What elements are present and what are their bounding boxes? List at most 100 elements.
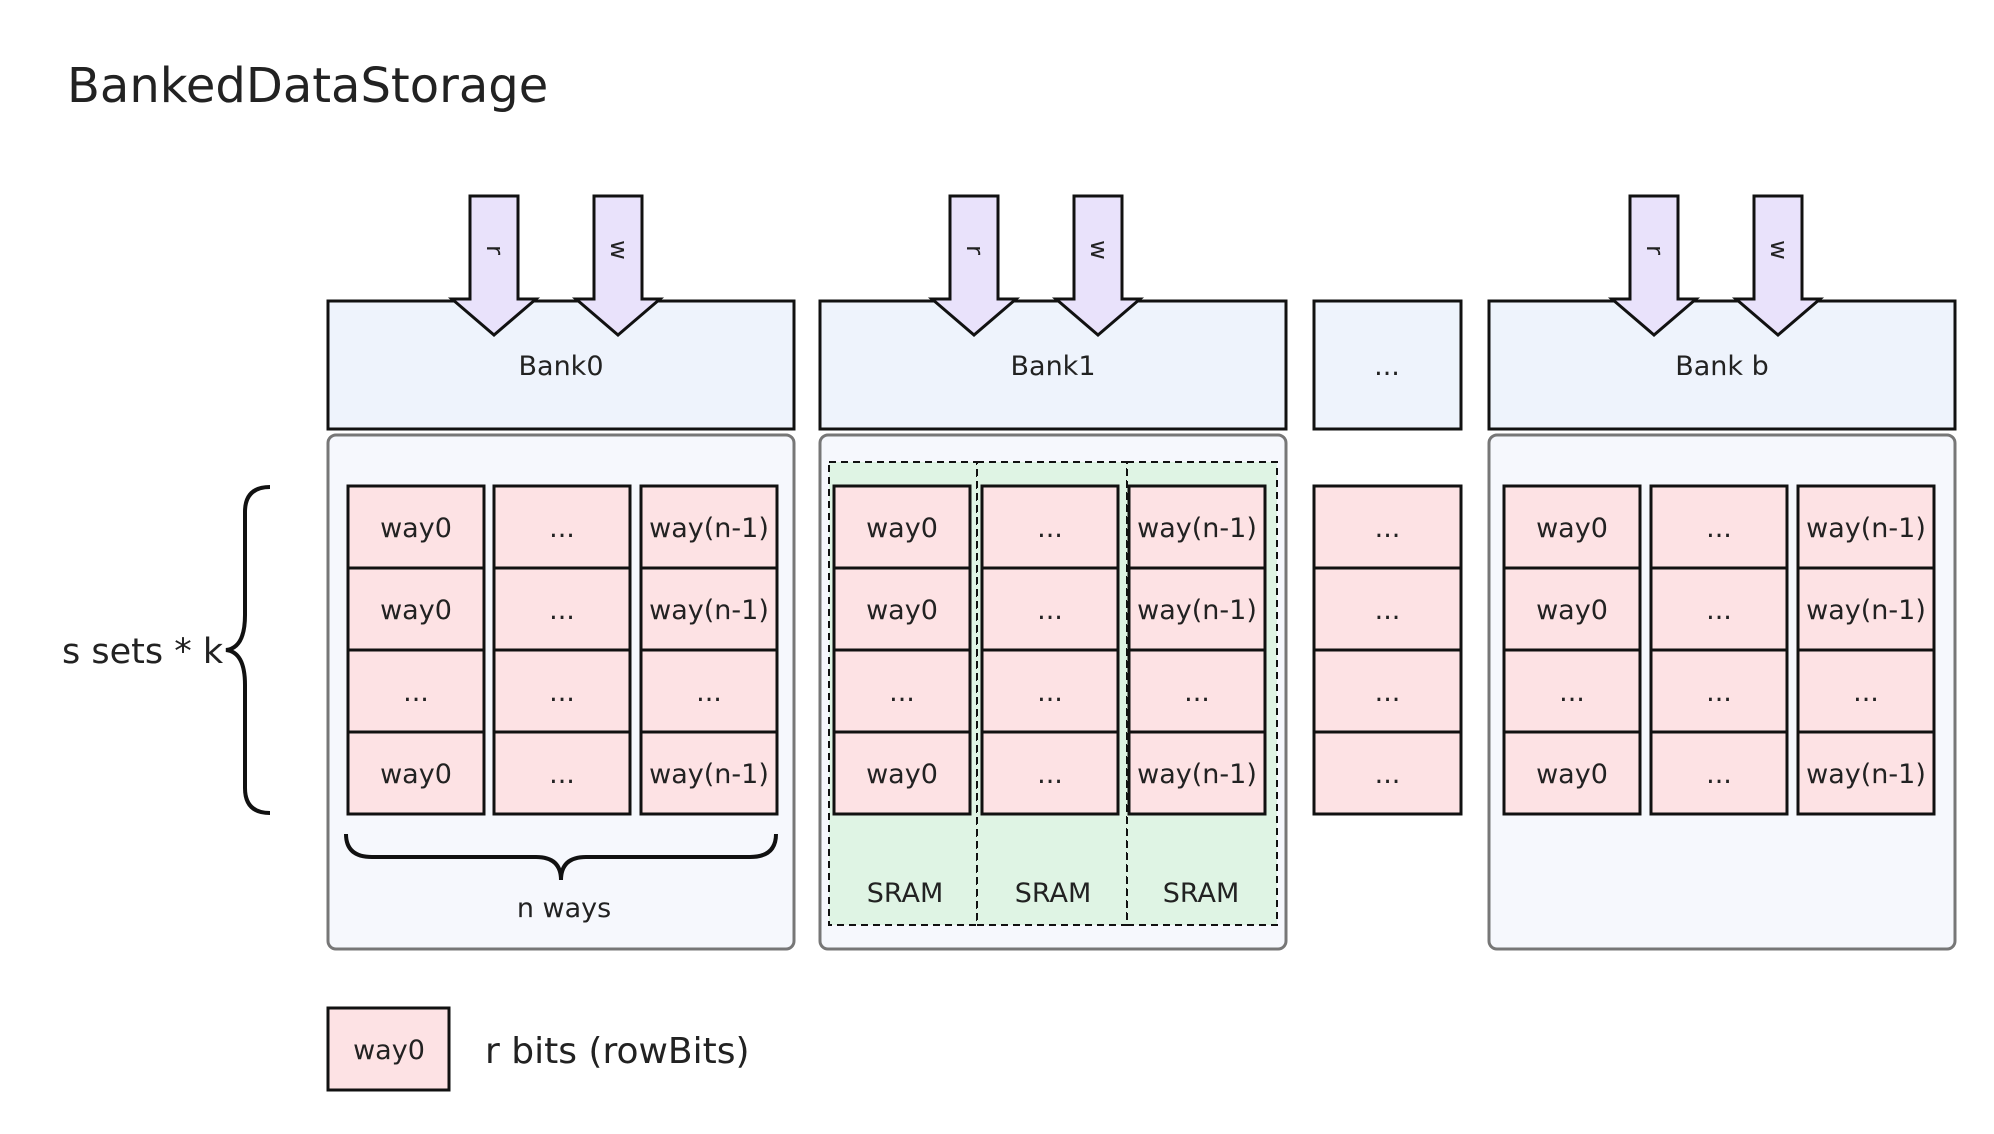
bankb-cell-r0-c0 (1502, 484, 1642, 570)
bank0-cell-label-r0-c1: ... (549, 513, 575, 544)
bankb-cell-label-r0-c2: way(n-1) (1806, 513, 1926, 544)
legend-cell (326, 1006, 451, 1092)
bankb-cell-r1-c2 (1796, 566, 1936, 652)
bank1-cell-r0-c2 (1127, 484, 1267, 570)
bank0-cell-r1-c0 (346, 566, 486, 652)
legend: way0 r bits (rowBits) (326, 1006, 750, 1092)
bank1-cell-label-r1-c0: way0 (866, 595, 938, 626)
bankb-read-arrow-label: r (1641, 245, 1669, 255)
bank1-cell-label-r3-c1: ... (1037, 759, 1063, 790)
bank0-write-arrow (571, 194, 665, 337)
data-cells: way0... way(n-1) way0... way(n-1)...... ... w… (346, 484, 1936, 816)
bank-ellipsis-cell-label-r3-c0: ... (1375, 759, 1401, 790)
bank0-write-arrow-label: w (605, 240, 633, 260)
bankb-read-arrow (1607, 194, 1701, 337)
bank1-cell-r2-c0 (832, 648, 972, 734)
bankb-header-box (1487, 299, 1957, 431)
bankb-cell-label-r3-c0: way0 (1536, 759, 1608, 790)
bank0-cell-label-r3-c1: ... (549, 759, 575, 790)
bank0-cell-r3-c1 (492, 730, 632, 816)
bank1-cell-label-r0-c2: way(n-1) (1137, 513, 1257, 544)
bank0-cell-r2-c2 (639, 648, 779, 734)
bankb-cell-r3-c2 (1796, 730, 1936, 816)
bank0-header-box (326, 299, 796, 431)
bankb-cell-label-r3-c1: ... (1706, 759, 1732, 790)
bankb-cell-label-r1-c0: way0 (1536, 595, 1608, 626)
bank1-cell-r0-c1 (980, 484, 1120, 570)
bankb-cell-r2-c2 (1796, 648, 1936, 734)
bankb-cell-label-r0-c1: ... (1706, 513, 1732, 544)
bank-ellipsis-cell-r3-c0 (1312, 730, 1463, 816)
bankb-cell-r1-c0 (1502, 566, 1642, 652)
bank0-cell-r0-c0 (346, 484, 486, 570)
bank0-cell-label-r0-c0: way0 (380, 513, 452, 544)
bank0-cell-label-r1-c2: way(n-1) (649, 595, 769, 626)
bankb-cell-label-r0-c0: way0 (1536, 513, 1608, 544)
bank-ellipsis-cell-r2-c0 (1312, 648, 1463, 734)
bank1-header-box (818, 299, 1288, 431)
sets-label: s sets * k (62, 632, 224, 672)
bankb-cell-label-r2-c0: ... (1559, 677, 1585, 708)
bank1-cell-label-r2-c1: ... (1037, 677, 1063, 708)
bank1-cell-label-r2-c0: ... (889, 677, 915, 708)
bank1-cell-r2-c1 (980, 648, 1120, 734)
bank0-cell-label-r2-c1: ... (549, 677, 575, 708)
bankb-cell-r3-c0 (1502, 730, 1642, 816)
bank-ellipsis-header-box (1312, 299, 1463, 431)
bankb-cell-label-r1-c2: way(n-1) (1806, 595, 1926, 626)
legend-cell-label: way0 (353, 1035, 425, 1066)
bank-ellipsis-cell-r0-c0 (1312, 484, 1463, 570)
bank1-cell-r1-c0 (832, 566, 972, 652)
bank0-cell-label-r2-c0: ... (403, 677, 429, 708)
bank1-cell-r1-c2 (1127, 566, 1267, 652)
bank-ellipsis-cell-label-r2-c0: ... (1375, 677, 1401, 708)
bankb-write-arrow-label: w (1765, 240, 1793, 260)
bankb-cell-r2-c0 (1502, 648, 1642, 734)
bank1-cell-label-r3-c2: way(n-1) (1137, 759, 1257, 790)
bank1-cell-label-r3-c0: way0 (866, 759, 938, 790)
bank1-cell-label-r2-c2: ... (1184, 677, 1210, 708)
bank0-cell-label-r3-c0: way0 (380, 759, 452, 790)
ways-brace (344, 833, 778, 881)
bank0-cell-label-r1-c1: ... (549, 595, 575, 626)
bank1-cell-r3-c2 (1127, 730, 1267, 816)
bank1-cell-label-r0-c0: way0 (866, 513, 938, 544)
bank1-cell-r3-c1 (980, 730, 1120, 816)
bank0-cell-r2-c1 (492, 648, 632, 734)
legend-text: r bits (rowBits) (485, 1031, 750, 1072)
bank0-read-arrow (447, 194, 541, 337)
bank0-cell-r3-c2 (639, 730, 779, 816)
bank1-cell-label-r1-c2: way(n-1) (1137, 595, 1257, 626)
bank0-cell-label-r3-c2: way(n-1) (649, 759, 769, 790)
bankb-cell-r1-c1 (1649, 566, 1789, 652)
bankb-cell-label-r3-c2: way(n-1) (1806, 759, 1926, 790)
bank-ellipsis-cell-label-r0-c0: ... (1375, 513, 1401, 544)
diagram-title: BankedDataStorage (67, 58, 548, 114)
bank1-cell-label-r1-c1: ... (1037, 595, 1063, 626)
sram-label-3: SRAM (1163, 878, 1240, 909)
sets-brace (225, 485, 271, 815)
bankb-cell-r3-c1 (1649, 730, 1789, 816)
bank0-cell-label-r0-c2: way(n-1) (649, 513, 769, 544)
bank-headers: Bank0 Bank1 ... Bank b (326, 299, 1957, 431)
bank0-cell-label-r1-c0: way0 (380, 595, 452, 626)
bank1-read-arrow-label: r (961, 245, 989, 255)
bank-ellipsis-cell-label-r1-c0: ... (1375, 595, 1401, 626)
bank1-write-arrow (1051, 194, 1145, 337)
ways-label: n ways (517, 893, 611, 924)
bank1-read-arrow (927, 194, 1021, 337)
bank0-header-label: Bank0 (519, 351, 604, 382)
bankb-cell-r0-c1 (1649, 484, 1789, 570)
bank0-cell-r0-c1 (492, 484, 632, 570)
bank0-cell-label-r2-c2: ... (696, 677, 722, 708)
bank0-read-arrow-label: r (481, 245, 509, 255)
bank1-cell-label-r0-c1: ... (1037, 513, 1063, 544)
bank1-cell-r1-c1 (980, 566, 1120, 652)
bankb-cell-label-r1-c1: ... (1706, 595, 1732, 626)
bank1-header-label: Bank1 (1011, 351, 1096, 382)
bankb-cell-label-r2-c1: ... (1706, 677, 1732, 708)
bankb-cell-label-r2-c2: ... (1853, 677, 1879, 708)
bankb-header-label: Bank b (1675, 351, 1769, 382)
